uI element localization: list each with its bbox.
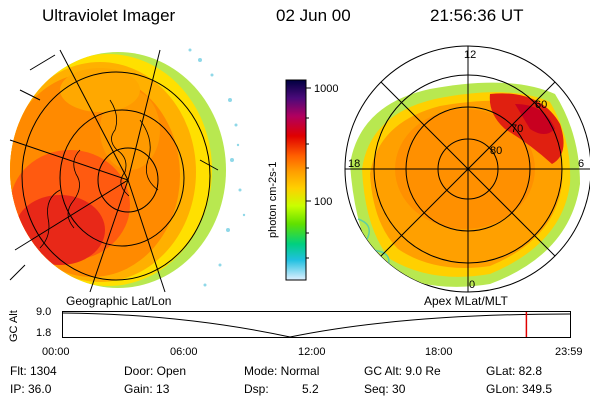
altitude-curve: [62, 312, 571, 338]
sequence-value: Seq: 30: [364, 382, 406, 396]
geo-grid: [9, 49, 219, 293]
flight-number: Flt: 1304: [10, 364, 57, 378]
time-label: 21:56:36 UT: [430, 6, 524, 25]
dsp-label: Dsp:: [244, 382, 269, 396]
aurora-halo-speckles: [188, 48, 246, 287]
x-tick-0000: 00:00: [42, 346, 70, 358]
x-tick-1200: 12:00: [298, 346, 326, 358]
apex-polar-image: 12 18 6 0 60 70 80: [344, 45, 590, 293]
colorbar-unit-label: photon cm-2s-1: [267, 162, 279, 238]
gain-value: Gain: 13: [124, 382, 170, 396]
color-scale: 1000 100 photon cm-2s-1: [267, 79, 338, 281]
instrument-title: Ultraviolet Imager: [42, 6, 176, 25]
mode-value: Mode: Normal: [244, 364, 320, 378]
dsp-value: 5.2: [302, 382, 319, 396]
apex-caption: Apex MLat/MLT: [424, 294, 508, 308]
mlat-label-70: 70: [511, 123, 523, 135]
gc-alt-axis-label: GC Alt: [8, 310, 20, 342]
mlt-label-18: 18: [348, 158, 360, 170]
colorbar-tick-100: 100: [314, 196, 332, 208]
polar-grid: [345, 46, 590, 292]
x-tick-1800: 18:00: [425, 346, 453, 358]
mlat-label-60: 60: [535, 99, 547, 111]
colorbar-tick-1000: 1000: [314, 83, 338, 95]
mlt-label-12: 12: [464, 49, 476, 61]
alt-min-label: 1.8: [36, 327, 52, 339]
x-tick-2359: 23:59: [555, 346, 583, 358]
geographic-aurora-image: [9, 48, 246, 293]
alt-max-label: 9.0: [36, 306, 52, 318]
glon-value: GLon: 349.5: [486, 382, 553, 396]
ip-value: IP: 36.0: [10, 382, 52, 396]
mlat-label-80: 80: [490, 145, 502, 157]
coastlines: [39, 99, 159, 249]
gc-alt-value: GC Alt: 9.0 Re: [364, 364, 441, 378]
door-status: Door: Open: [124, 364, 187, 378]
glat-value: GLat: 82.8: [486, 364, 543, 378]
altitude-timeline: [62, 311, 571, 338]
date-label: 02 Jun 00: [276, 6, 351, 25]
x-tick-0600: 06:00: [170, 346, 198, 358]
mlt-label-6: 6: [578, 158, 584, 170]
mlt-label-0: 0: [469, 279, 475, 291]
geographic-caption: Geographic Lat/Lon: [66, 294, 172, 308]
